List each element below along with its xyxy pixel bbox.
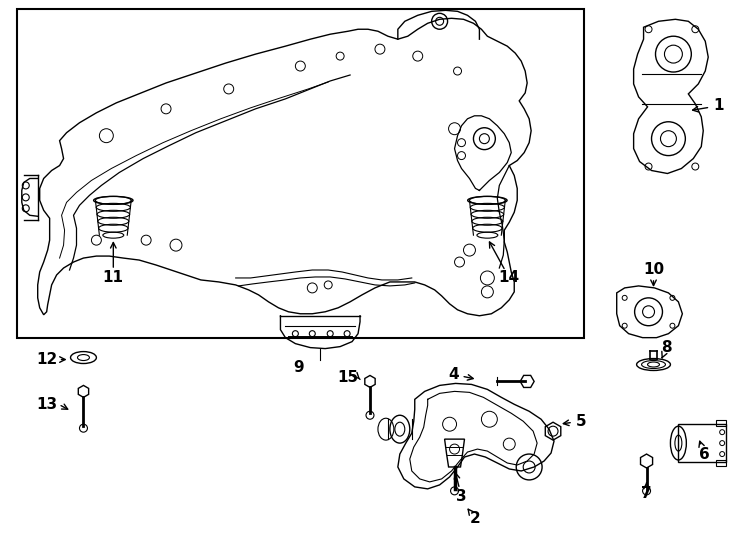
Text: 9: 9 (293, 360, 304, 375)
Text: 10: 10 (643, 262, 664, 278)
Text: 12: 12 (36, 352, 57, 367)
Text: 4: 4 (448, 367, 459, 382)
Bar (17, 9, 584, 338)
Text: 6: 6 (699, 447, 710, 462)
Text: 1: 1 (713, 98, 724, 113)
Text: 14: 14 (498, 271, 520, 286)
Bar (678, 424, 726, 462)
Text: 3: 3 (457, 489, 467, 504)
Text: 7: 7 (642, 487, 652, 501)
Text: 11: 11 (103, 271, 124, 286)
Text: 5: 5 (575, 414, 586, 429)
Bar (716, 460, 726, 466)
Text: 15: 15 (338, 370, 359, 385)
Text: 13: 13 (36, 397, 57, 412)
Text: 8: 8 (661, 340, 672, 355)
Text: 2: 2 (470, 511, 481, 526)
Bar (716, 420, 726, 426)
